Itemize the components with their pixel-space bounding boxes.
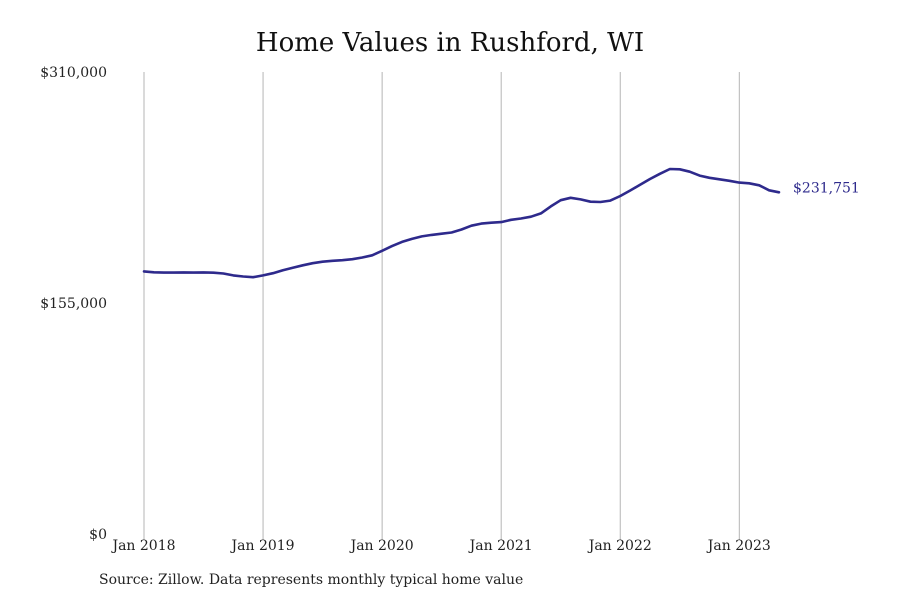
- x-tick-label: Jan 2023: [706, 538, 771, 554]
- y-tick-label: $310,000: [40, 65, 107, 81]
- series-line: [142, 167, 781, 279]
- plot-area: $231,751: [142, 167, 860, 279]
- y-tick-label: $0: [89, 527, 107, 543]
- x-axis: Jan 2018 Jan 2019 Jan 2020 Jan 2021 Jan 2022…: [110, 538, 770, 554]
- x-tick-label: Jan 2018: [110, 538, 175, 554]
- end-value-label: $231,751: [793, 180, 860, 196]
- y-tick-label: $155,000: [40, 296, 107, 312]
- x-tick-label: Jan 2022: [587, 538, 652, 554]
- y-axis: $0 $155,000 $310,000: [40, 65, 107, 543]
- x-tick-label: Jan 2019: [230, 538, 295, 554]
- source-note: Source: Zillow. Data represents monthly …: [99, 572, 524, 588]
- gridlines: [143, 72, 740, 540]
- x-tick-label: Jan 2021: [468, 538, 533, 554]
- chart-title: Home Values in Rushford, WI: [255, 28, 645, 58]
- x-tick-label: Jan 2020: [349, 538, 414, 554]
